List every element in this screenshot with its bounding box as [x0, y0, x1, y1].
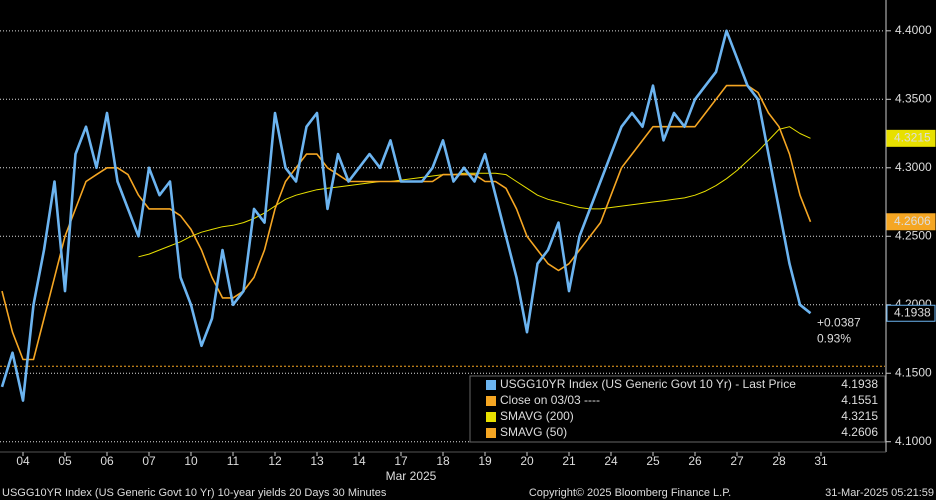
- change-pct-label: 0.93%: [817, 331, 851, 345]
- x-tick-label: 07: [142, 454, 156, 468]
- x-tick-label: 21: [562, 454, 576, 468]
- legend-value: 4.2606: [841, 425, 878, 439]
- y-tick-label: 4.4000: [895, 23, 932, 37]
- x-tick-label: 11: [227, 454, 240, 468]
- x-tick-label: 13: [310, 454, 324, 468]
- series-line: [138, 126, 811, 258]
- x-tick-label: 05: [58, 454, 72, 468]
- last-value-tag-label: 4.3215: [894, 131, 931, 145]
- x-tick-label: 24: [604, 454, 618, 468]
- y-tick-label: 4.2500: [895, 228, 932, 242]
- x-tick-label: 10: [184, 454, 198, 468]
- y-tick-label: 4.1500: [895, 365, 932, 379]
- last-value-tag-label: 4.2606: [894, 214, 931, 228]
- legend-box: [469, 375, 886, 443]
- x-tick-label: 19: [478, 454, 492, 468]
- change-label: +0.0387: [817, 315, 861, 329]
- legend-swatch: [486, 396, 496, 406]
- legend-label: Close on 03/03 ----: [500, 393, 600, 407]
- x-tick-label: 26: [688, 454, 702, 468]
- last-value-tag: [886, 304, 936, 322]
- legend-value: 4.3215: [841, 409, 878, 423]
- legend-swatch: [486, 428, 496, 438]
- x-tick-label: 28: [772, 454, 786, 468]
- legend-swatch: [486, 412, 496, 422]
- x-tick-label: 14: [352, 454, 366, 468]
- x-tick-label: 27: [730, 454, 744, 468]
- y-tick-label: 4.3500: [895, 91, 932, 105]
- x-tick-label: 25: [646, 454, 660, 468]
- last-value-tag: [886, 213, 936, 231]
- last-value-tag-label: 4.1938: [894, 305, 931, 319]
- x-tick-label: 20: [520, 454, 534, 468]
- legend-label: SMAVG (50): [500, 425, 567, 439]
- x-tick-label: 06: [100, 454, 114, 468]
- last-value-tag: [886, 129, 936, 147]
- legend-swatch: [486, 380, 496, 390]
- legend-value: 4.1938: [841, 377, 878, 391]
- x-tick-label: 31: [814, 454, 828, 468]
- y-tick-label: 4.3000: [895, 160, 932, 174]
- footer-timestamp: 31-Mar-2025 05:21:59: [825, 487, 934, 499]
- legend-value: 4.1551: [841, 393, 878, 407]
- x-tick-label: 04: [16, 454, 30, 468]
- x-tick-label: 18: [436, 454, 450, 468]
- x-axis-label: Mar 2025: [386, 469, 437, 483]
- footer-copyright: Copyright© 2025 Bloomberg Finance L.P.: [529, 487, 731, 499]
- footer-description: USGG10YR Index (US Generic Govt 10 Yr) 1…: [2, 487, 387, 499]
- legend-label: SMAVG (200): [500, 409, 574, 423]
- legend-label: USGG10YR Index (US Generic Govt 10 Yr) -…: [500, 377, 796, 391]
- series-line: [0, 29, 812, 402]
- x-tick-label: 12: [268, 454, 282, 468]
- x-tick-label: 17: [394, 454, 408, 468]
- y-tick-label: 4.1000: [895, 434, 932, 448]
